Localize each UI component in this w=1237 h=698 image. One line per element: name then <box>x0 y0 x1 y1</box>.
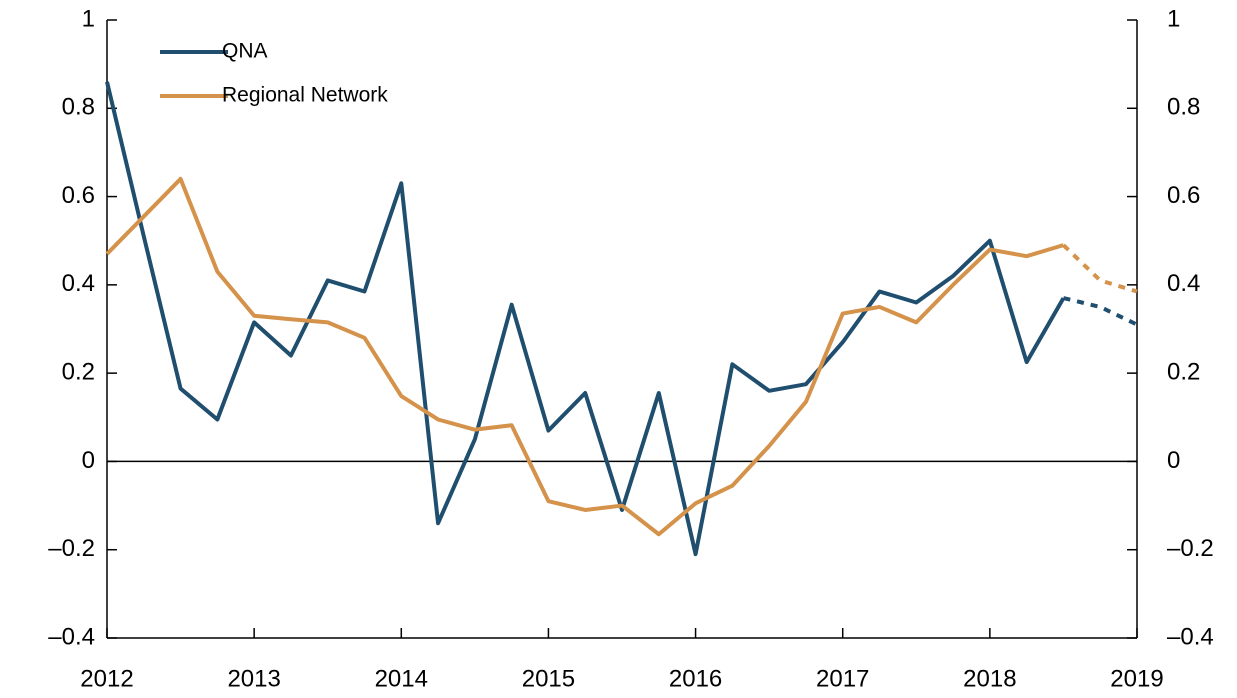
series-line-projection <box>1062 243 1138 294</box>
x-tick-label: 2019 <box>1110 665 1163 692</box>
y-tick-label: 0.8 <box>62 94 95 121</box>
y2-tick-label: 0.8 <box>1167 94 1200 121</box>
x-tick-label: 2012 <box>80 665 133 692</box>
x-tick-label: 2018 <box>963 665 1016 692</box>
series-line <box>105 81 1066 557</box>
y2-tick-label: –0.2 <box>1167 535 1214 562</box>
y2-tick-label: 1 <box>1167 5 1180 32</box>
y2-tick-label: 0.6 <box>1167 182 1200 209</box>
x-tick-label: 2013 <box>227 665 280 692</box>
y2-tick-label: 0.2 <box>1167 358 1200 385</box>
series-line <box>105 176 1065 537</box>
x-tick-label: 2014 <box>375 665 428 692</box>
y2-tick-label: 0 <box>1167 447 1180 474</box>
y-tick-label: 0.6 <box>62 182 95 209</box>
x-tick-label: 2016 <box>669 665 722 692</box>
x-tick-label: 2017 <box>816 665 869 692</box>
y2-tick-label: –0.4 <box>1167 623 1214 650</box>
legend-label: Regional Network <box>222 84 388 107</box>
series-line-projection <box>1062 296 1138 327</box>
x-tick-label: 2015 <box>522 665 575 692</box>
y-tick-label: –0.2 <box>48 535 95 562</box>
legend-label: QNA <box>222 40 268 63</box>
y-tick-label: 0.2 <box>62 358 95 385</box>
y-tick-label: 0.4 <box>62 270 95 297</box>
y-tick-label: –0.4 <box>48 623 95 650</box>
y-tick-label: 1 <box>82 5 95 32</box>
y2-tick-label: 0.4 <box>1167 270 1200 297</box>
y-tick-label: 0 <box>82 447 95 474</box>
